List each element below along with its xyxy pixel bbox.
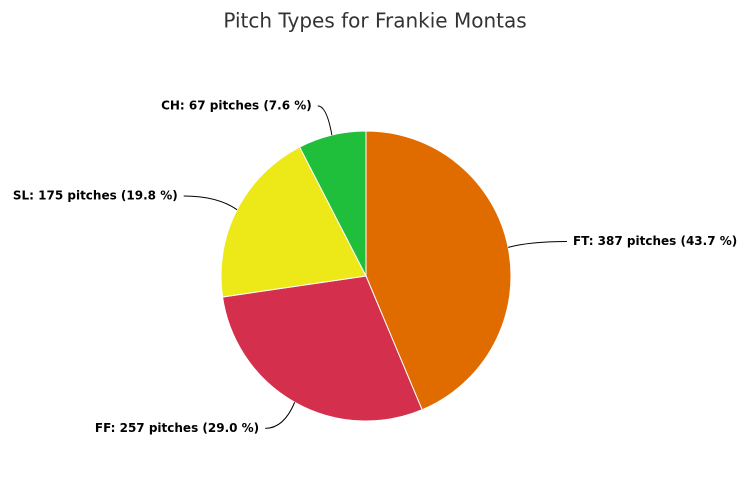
- connector: [265, 402, 296, 429]
- chart-title: Pitch Types for Frankie Montas: [223, 9, 526, 33]
- pie-slice: [365, 130, 512, 411]
- data-label: CH: 67 pitches (7.6 %): [161, 98, 312, 112]
- pie-slice: [220, 146, 367, 298]
- data-label: FT: 387 pitches (43.7 %): [573, 234, 737, 248]
- connector: [317, 105, 333, 136]
- pie-slice: [221, 275, 423, 422]
- connector: [508, 240, 567, 248]
- pie-slice: [298, 130, 367, 277]
- data-label: SL: 175 pitches (19.8 %): [13, 188, 178, 202]
- connector: [183, 195, 238, 211]
- data-label: FF: 257 pitches (29.0 %): [95, 421, 259, 435]
